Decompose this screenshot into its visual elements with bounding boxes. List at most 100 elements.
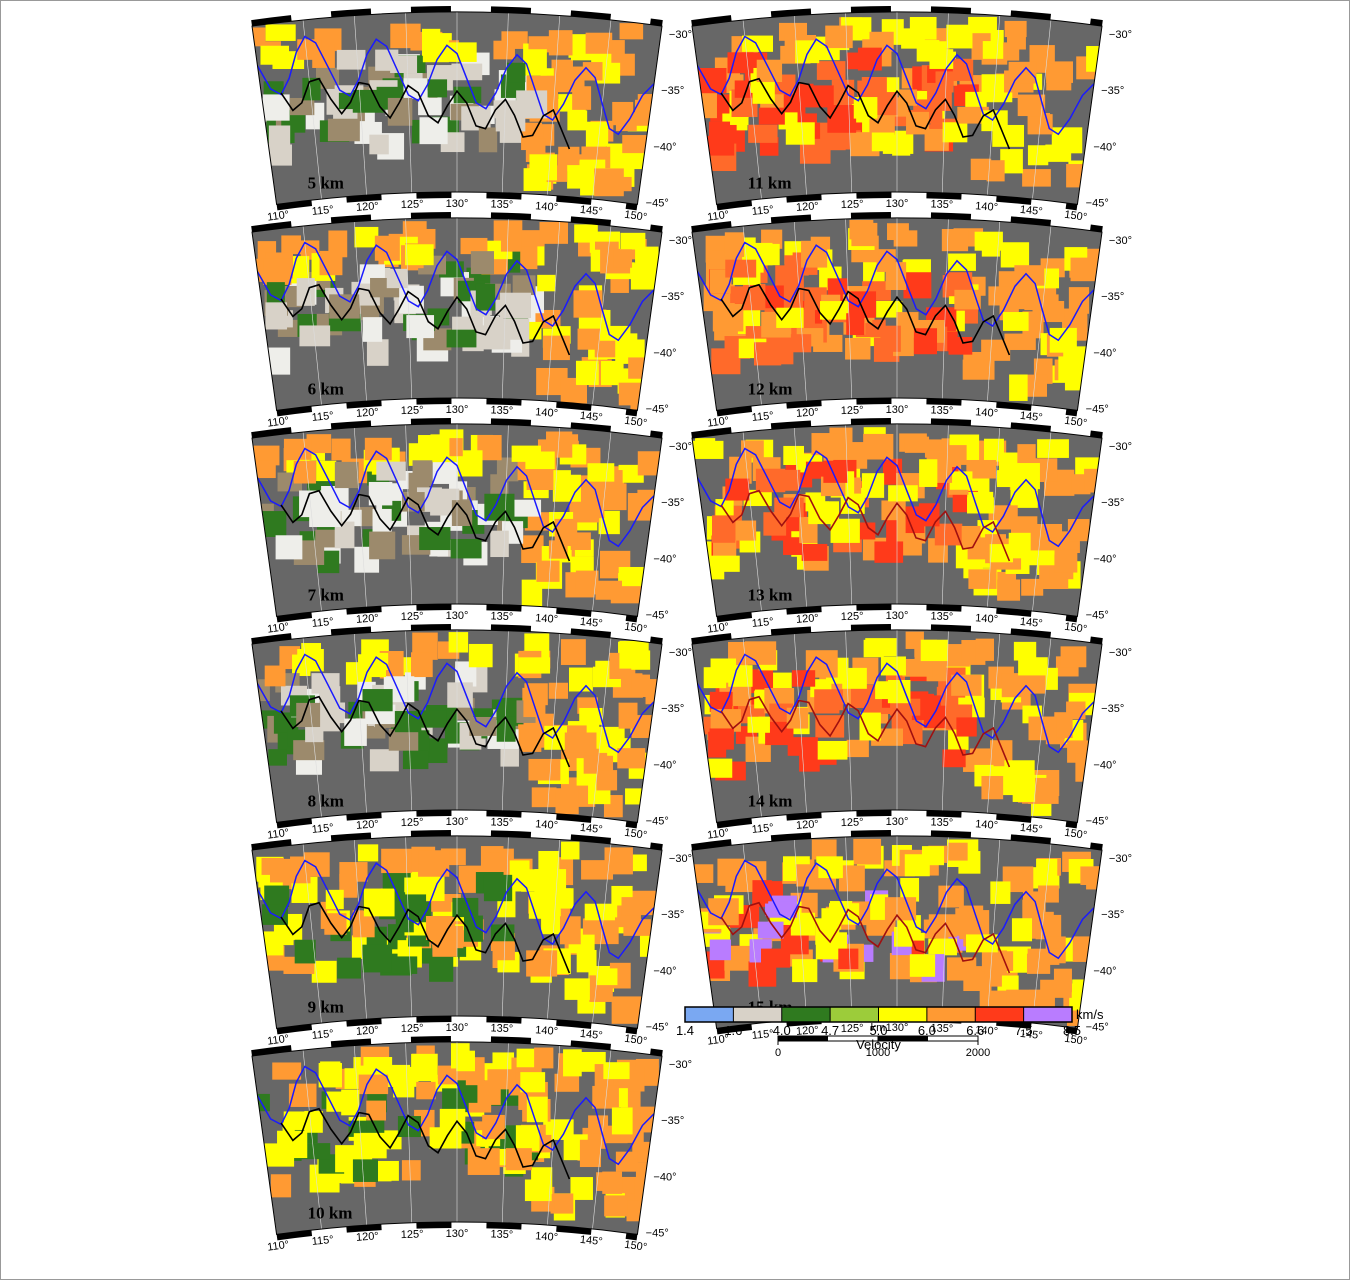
velocity-cell xyxy=(375,50,398,71)
lon-tick-label: 140° xyxy=(535,200,559,214)
velocity-cell xyxy=(596,581,622,600)
velocity-cell xyxy=(295,940,316,964)
velocity-cell xyxy=(956,717,976,736)
lon-tick-label: 140° xyxy=(535,818,559,832)
velocity-cell xyxy=(943,445,966,465)
lon-tick-label: 120° xyxy=(356,612,380,626)
velocity-cell xyxy=(619,703,638,729)
lon-tick-label: 125° xyxy=(401,404,424,417)
colorbar-tick-label: 6.0 xyxy=(918,1023,936,1038)
colorbar-segment xyxy=(1024,1007,1072,1022)
depth-label: 10 km xyxy=(308,1203,353,1222)
velocity-cell xyxy=(411,652,433,677)
velocity-cell xyxy=(706,136,734,156)
velocity-cell xyxy=(341,1090,359,1116)
velocity-cell xyxy=(375,236,400,261)
scale-tick-label: 2000 xyxy=(966,1047,990,1059)
lat-tick-label: −45° xyxy=(646,1021,669,1033)
velocity-cell xyxy=(406,315,434,338)
velocity-cell xyxy=(983,41,1003,59)
lat-tick-label: −45° xyxy=(646,403,669,415)
lon-tick-label: 130° xyxy=(446,198,469,210)
velocity-cell xyxy=(860,713,881,741)
lon-tick-label: 125° xyxy=(401,1228,424,1241)
velocity-cell xyxy=(264,886,289,907)
lon-tick-label: 125° xyxy=(401,1022,424,1035)
lon-tick-label: 145° xyxy=(1019,616,1043,630)
lon-tick-label: 130° xyxy=(446,610,469,622)
velocity-cell xyxy=(967,497,994,513)
velocity-cell xyxy=(604,1195,627,1216)
velocity-cell xyxy=(1013,776,1036,802)
lon-tick-label: 140° xyxy=(975,612,999,626)
velocity-cell xyxy=(266,24,296,41)
velocity-cell xyxy=(631,650,650,669)
velocity-cell xyxy=(632,675,650,697)
lat-tick-label: −40° xyxy=(1093,965,1116,977)
colorbar-unit: km/s xyxy=(1076,1007,1104,1022)
velocity-cell xyxy=(367,339,389,366)
velocity-cell xyxy=(271,1174,291,1197)
velocity-cell xyxy=(862,473,884,498)
velocity-cell xyxy=(603,1062,629,1079)
velocity-cell xyxy=(476,284,495,311)
lon-tick-label: 115° xyxy=(751,822,774,836)
map-panel: 110°115°120°125°130°135°140°145°150°−30°… xyxy=(250,627,692,842)
velocity-cell xyxy=(269,125,290,149)
lon-tick-label: 145° xyxy=(1019,204,1043,218)
colorbar-segment xyxy=(830,1007,878,1022)
lon-tick-label: 140° xyxy=(535,1230,559,1244)
velocity-cell xyxy=(942,229,968,251)
velocity-cell xyxy=(816,856,843,878)
lon-tick-label: 135° xyxy=(930,610,953,623)
lon-tick-label: 120° xyxy=(796,406,820,420)
velocity-cell xyxy=(432,940,457,957)
velocity-cell xyxy=(605,847,633,874)
velocity-cell xyxy=(715,499,733,518)
depth-label: 6 km xyxy=(308,379,344,398)
lat-tick-label: −30° xyxy=(669,441,692,453)
velocity-cell xyxy=(802,544,828,561)
velocity-cell xyxy=(529,154,557,180)
velocity-cell xyxy=(791,334,811,352)
velocity-cell xyxy=(577,950,597,972)
velocity-cell xyxy=(263,259,291,285)
velocity-cell xyxy=(531,1167,552,1194)
velocity-cell xyxy=(565,978,590,1000)
velocity-cell xyxy=(358,844,378,861)
velocity-cell xyxy=(364,889,395,917)
velocity-cell xyxy=(756,469,785,493)
depth-label: 11 km xyxy=(748,173,792,192)
velocity-cell xyxy=(494,100,524,118)
velocity-cell xyxy=(1069,287,1089,314)
velocity-cell xyxy=(576,571,599,595)
velocity-cell xyxy=(902,659,932,677)
velocity-cell xyxy=(501,224,522,251)
velocity-cell xyxy=(526,950,557,976)
velocity-cell xyxy=(468,1148,500,1175)
velocity-cell xyxy=(405,244,434,265)
lat-tick-label: −45° xyxy=(1086,609,1109,621)
lat-tick-label: −35° xyxy=(1101,291,1124,303)
velocity-cell xyxy=(1054,712,1072,738)
velocity-cell xyxy=(390,24,420,49)
velocity-cell xyxy=(885,897,916,920)
velocity-cell xyxy=(260,46,289,65)
lat-tick-label: −35° xyxy=(661,703,684,715)
velocity-cell xyxy=(469,644,493,667)
colorbar-tick-label: 1.4 xyxy=(676,1023,694,1038)
map-panel: 110°115°120°125°130°135°140°145°150°−30°… xyxy=(692,421,1132,636)
velocity-cell xyxy=(574,224,598,242)
velocity-cell xyxy=(838,949,858,969)
velocity-cell xyxy=(981,776,1003,799)
lat-tick-label: −40° xyxy=(1093,141,1116,153)
velocity-cell xyxy=(428,79,447,97)
velocity-cell xyxy=(524,49,547,75)
velocity-cell xyxy=(1018,657,1048,675)
velocity-cell xyxy=(534,1048,553,1069)
velocity-cell xyxy=(1046,64,1071,90)
velocity-cell xyxy=(363,317,382,342)
lat-tick-label: −40° xyxy=(1093,553,1116,565)
velocity-cell xyxy=(725,232,744,257)
lon-tick-label: 120° xyxy=(356,1024,380,1038)
